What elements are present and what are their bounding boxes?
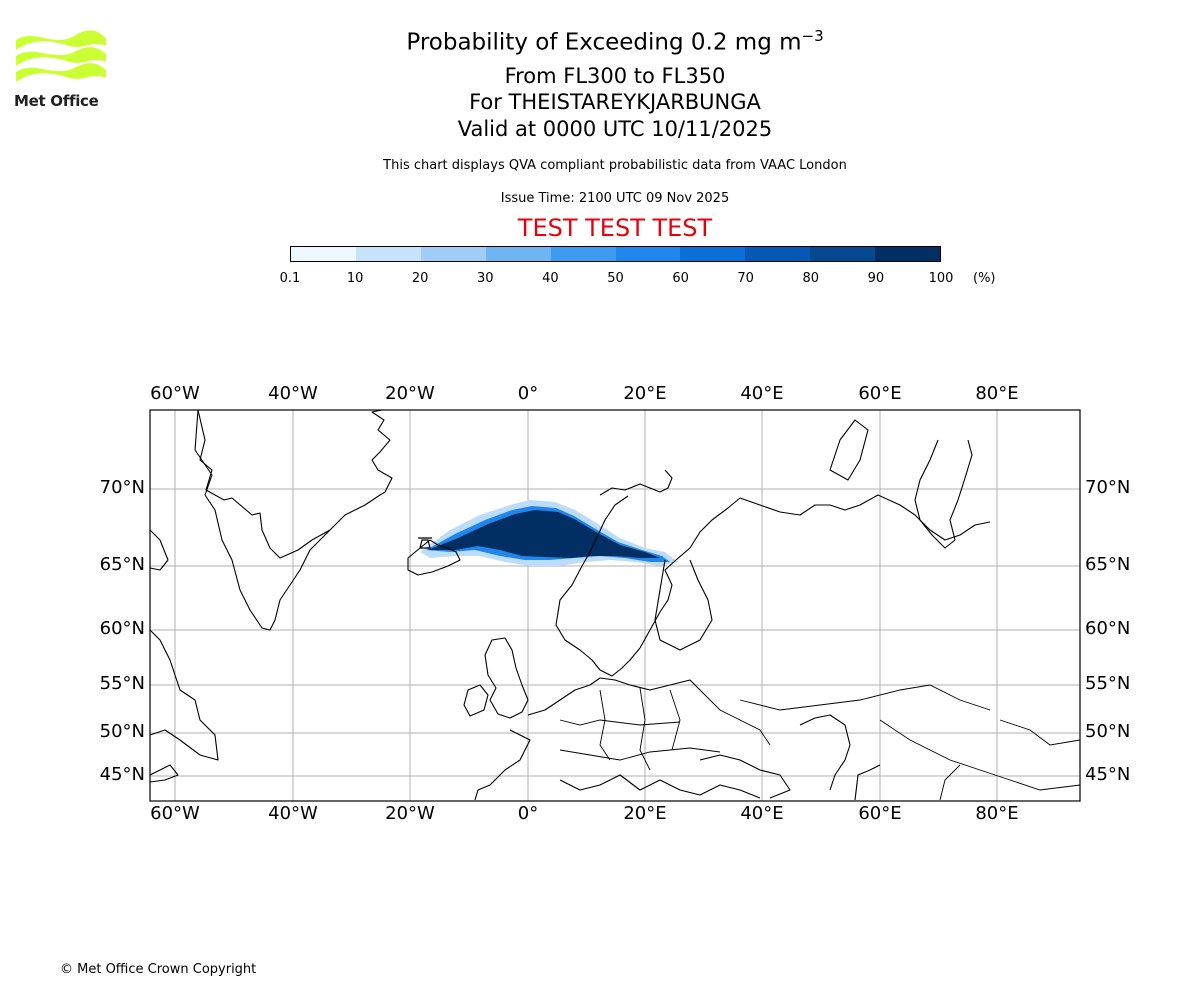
volcano-name: For THEISTAREYKJARBUNGA xyxy=(469,90,761,114)
colorbar-tick-label: 0.1 xyxy=(279,271,301,286)
colorbar-tick-label: 40 xyxy=(542,271,559,286)
map-panel xyxy=(149,409,1081,802)
met-office-logo: Met Office xyxy=(14,30,109,112)
country-borders xyxy=(559,684,1081,801)
iberia-france-coast xyxy=(474,729,531,801)
longitude-label: 60°W xyxy=(150,803,200,824)
logo-text: Met Office xyxy=(14,92,99,110)
longitude-label: 0° xyxy=(517,803,539,824)
colorbar-tick-label: 70 xyxy=(737,271,754,286)
novaya-zemlya-coast xyxy=(914,439,973,549)
latitude-label: 65°N xyxy=(99,554,145,575)
colorbar-tick-label: 100 xyxy=(928,271,954,286)
flight-level-range: From FL300 to FL350 xyxy=(504,64,726,88)
colorbar-segment xyxy=(355,247,421,261)
latitude-label: 70°N xyxy=(99,477,145,498)
colorbar-segment xyxy=(615,247,681,261)
europe-coast xyxy=(527,677,701,716)
black-sea-coast xyxy=(699,754,791,799)
issue-time: Issue Time: 2100 UTC 09 Nov 2025 xyxy=(500,191,730,206)
labrador-coast xyxy=(149,529,169,571)
longitude-label: 80°E xyxy=(975,803,1019,824)
volcano-marker-icon xyxy=(418,537,432,549)
iceland-coast xyxy=(407,539,461,576)
longitude-label: 60°E xyxy=(858,803,902,824)
colorbar-segment xyxy=(745,247,811,261)
colorbar-segment xyxy=(810,247,876,261)
uk-coast xyxy=(484,637,529,719)
newfoundland-coast xyxy=(149,764,179,783)
colorbar-segment xyxy=(291,247,356,261)
russia-north-coast xyxy=(739,494,991,541)
coastlines xyxy=(149,409,991,801)
title-exponent: −3 xyxy=(801,27,824,45)
longitude-label: 40°E xyxy=(740,383,784,404)
colorbar-tick-label: 50 xyxy=(607,271,624,286)
canada-east-coast xyxy=(149,629,219,761)
latitude-label: 50°N xyxy=(99,721,145,742)
longitude-label: 20°E xyxy=(623,803,667,824)
longitude-label: 0° xyxy=(517,383,539,404)
probability-colorbar xyxy=(290,246,941,262)
mediterranean-coast xyxy=(559,774,761,799)
copyright-text: © Met Office Crown Copyright xyxy=(60,962,257,977)
latitude-label: 55°N xyxy=(1085,673,1131,694)
norway-coast xyxy=(555,495,641,677)
valid-time: Valid at 0000 UTC 10/11/2025 xyxy=(457,117,773,141)
longitude-label: 80°E xyxy=(975,383,1019,404)
aral-region-coast xyxy=(854,764,881,801)
caspian-coast xyxy=(799,714,851,791)
longitude-label: 40°W xyxy=(268,383,318,404)
colorbar-tick-label: 20 xyxy=(411,271,429,286)
plume-high-probability xyxy=(428,510,660,558)
colorbar-segment xyxy=(420,247,486,261)
latitude-label: 45°N xyxy=(99,764,145,785)
colorbar-segment xyxy=(680,247,746,261)
latitude-label: 60°N xyxy=(1085,618,1131,639)
colorbar-tick-label: 30 xyxy=(477,271,494,286)
arctic-islands-coast xyxy=(829,419,869,481)
greenland-west-coast xyxy=(194,409,331,631)
title-line1: Probability of Exceeding 0.2 mg m xyxy=(406,29,802,56)
svalbard-coast xyxy=(599,469,673,496)
latitude-label: 55°N xyxy=(99,673,145,694)
longitude-label: 20°W xyxy=(385,803,435,824)
ash-plume xyxy=(418,500,678,566)
colorbar-tick-label: 90 xyxy=(867,271,885,286)
colorbar-tick-label: 60 xyxy=(672,271,689,286)
colorbar-tick-label: 10 xyxy=(346,271,364,286)
chart-title: Probability of Exceeding 0.2 mg m−3 xyxy=(0,27,1200,56)
colorbar-tick-label: 80 xyxy=(802,271,820,286)
sweden-finland-coast xyxy=(639,497,741,649)
longitude-label: 40°E xyxy=(740,803,784,824)
colorbar-segment xyxy=(485,247,551,261)
longitude-label: 20°E xyxy=(623,383,667,404)
colorbar-segment xyxy=(875,247,941,261)
greenland-coast xyxy=(197,409,393,559)
map-frame xyxy=(149,409,1081,802)
ireland-coast xyxy=(463,684,489,717)
chart-note: This chart displays QVA compliant probab… xyxy=(383,158,847,173)
longitude-label: 40°W xyxy=(268,803,318,824)
longitude-label: 60°W xyxy=(150,383,200,404)
latitude-label: 60°N xyxy=(99,618,145,639)
longitude-label: 20°W xyxy=(385,383,435,404)
test-banner: TEST TEST TEST xyxy=(517,214,713,242)
latitude-label: 50°N xyxy=(1085,721,1131,742)
longitude-label: 60°E xyxy=(858,383,902,404)
latitude-label: 65°N xyxy=(1085,554,1131,575)
met-office-waves-icon xyxy=(16,30,106,82)
latitude-label: 70°N xyxy=(1085,477,1131,498)
colorbar-unit: (%) xyxy=(973,271,996,286)
latitude-label: 45°N xyxy=(1085,764,1131,785)
graticule xyxy=(150,410,1080,801)
finland-border xyxy=(654,559,713,651)
colorbar-segment xyxy=(550,247,616,261)
